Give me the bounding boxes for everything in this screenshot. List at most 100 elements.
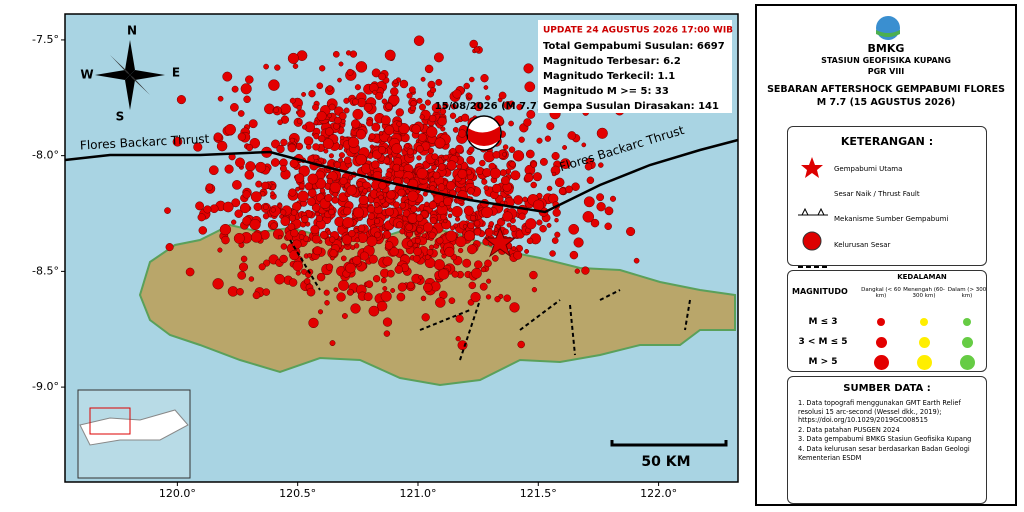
aftershock xyxy=(481,178,488,185)
aftershock xyxy=(407,190,419,202)
aftershock xyxy=(524,173,534,183)
aftershock xyxy=(262,213,270,220)
aftershock xyxy=(419,114,425,120)
aftershock xyxy=(313,133,320,140)
lat-tick-label: -7.5° xyxy=(32,33,59,46)
aftershock xyxy=(328,208,335,216)
aftershock xyxy=(252,291,261,300)
aftershock xyxy=(450,225,456,231)
aftershock xyxy=(405,223,413,231)
main-shock xyxy=(483,226,517,258)
aftershock xyxy=(416,167,428,180)
aftershock xyxy=(289,97,296,104)
aftershock xyxy=(492,150,501,159)
aftershock xyxy=(518,212,526,220)
aftershock xyxy=(434,137,446,149)
aftershock xyxy=(546,185,553,192)
aftershock xyxy=(494,296,501,303)
legend-dot xyxy=(920,318,928,326)
aftershock xyxy=(464,230,475,242)
depth-label: Dalam (> 300 km) xyxy=(947,287,987,299)
aftershock xyxy=(596,202,606,212)
aftershock xyxy=(326,230,332,236)
aftershock xyxy=(470,291,481,303)
aftershock xyxy=(524,81,536,93)
aftershock xyxy=(213,132,223,142)
legend-dot xyxy=(877,318,885,326)
aftershock xyxy=(408,86,416,94)
aftershock xyxy=(172,136,183,147)
bmkg-logo xyxy=(876,16,900,40)
epicenter-label: 15/08/2026 (M 7.7) xyxy=(435,101,542,112)
aftershock xyxy=(508,100,515,108)
legend-dot xyxy=(961,336,973,348)
aftershock xyxy=(311,234,321,244)
aftershock xyxy=(333,161,341,169)
aftershock xyxy=(352,255,362,265)
aftershock xyxy=(303,136,314,146)
aftershock xyxy=(388,153,394,159)
aftershock xyxy=(197,213,206,222)
aftershock xyxy=(274,64,281,71)
aftershock xyxy=(526,109,536,119)
aftershock xyxy=(398,165,405,172)
aftershock xyxy=(403,177,410,184)
aftershock xyxy=(289,249,300,261)
aftershock xyxy=(368,305,380,317)
lon-tick-label: 122.0° xyxy=(640,487,677,500)
aftershock xyxy=(323,148,329,154)
aftershock xyxy=(339,177,348,186)
aftershock xyxy=(393,79,399,85)
aftershock xyxy=(449,112,457,119)
magnitude-box: MAGNITUDO KEDALAMAN Dangkal (< 60 km) Men… xyxy=(787,270,987,372)
aftershock xyxy=(297,109,306,118)
sumber-item: 4. Data kelurusan sesar berdasarkan Bada… xyxy=(798,444,970,462)
aftershock xyxy=(333,287,339,293)
aftershock xyxy=(262,204,269,211)
aftershock xyxy=(480,266,487,273)
aftershock xyxy=(270,222,278,230)
aftershock xyxy=(393,201,400,209)
aftershock xyxy=(492,183,502,194)
aftershock xyxy=(372,89,378,95)
legend-dot xyxy=(963,318,971,326)
aftershock xyxy=(303,278,311,285)
aftershock xyxy=(455,216,461,222)
aftershock xyxy=(426,126,438,138)
aftershock xyxy=(292,260,304,272)
title: SEBARAN AFTERSHOCK GEMPABUMI FLORES xyxy=(767,84,1005,95)
aftershock xyxy=(511,246,517,251)
aftershock xyxy=(279,254,288,264)
aftershock xyxy=(431,153,439,161)
aftershock xyxy=(573,237,584,248)
aftershock xyxy=(338,112,347,120)
aftershock xyxy=(546,122,555,131)
aftershock xyxy=(365,280,374,289)
aftershock xyxy=(509,224,518,232)
aftershock xyxy=(262,288,271,296)
aftershock xyxy=(268,79,280,91)
aftershock xyxy=(308,317,319,329)
aftershock xyxy=(503,294,511,302)
aftershock xyxy=(343,156,352,165)
aftershock xyxy=(244,170,255,180)
aftershock xyxy=(435,297,446,308)
aftershock xyxy=(590,218,600,228)
aftershock xyxy=(431,103,442,113)
update-title: UPDATE 24 AGUSTUS 2026 17:00 WIB xyxy=(543,26,733,36)
aftershock xyxy=(292,63,299,69)
aftershock xyxy=(324,300,330,306)
aftershock xyxy=(429,185,436,192)
aftershock xyxy=(424,254,431,261)
aftershock xyxy=(185,267,195,277)
lon-tick-label: 121.0° xyxy=(399,487,436,500)
aftershock xyxy=(312,143,320,151)
aftershock xyxy=(596,127,608,139)
aftershock xyxy=(222,71,233,82)
aftershock xyxy=(626,226,636,237)
aftershock xyxy=(327,113,333,118)
aftershock xyxy=(452,126,459,133)
aftershock xyxy=(313,120,319,126)
aftershock xyxy=(596,193,605,202)
aftershock xyxy=(426,248,434,256)
